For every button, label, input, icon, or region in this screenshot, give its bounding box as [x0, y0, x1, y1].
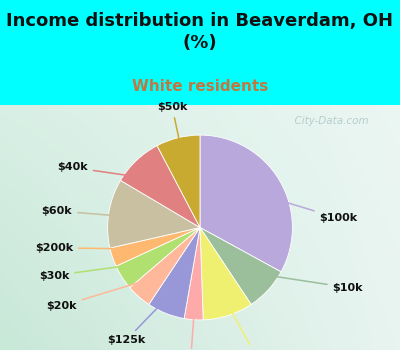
Text: $75k: $75k: [222, 293, 271, 350]
Text: $100k: $100k: [260, 194, 358, 223]
Wedge shape: [200, 228, 251, 320]
Text: City-Data.com: City-Data.com: [288, 116, 368, 126]
Wedge shape: [130, 228, 200, 304]
Wedge shape: [200, 228, 281, 304]
Wedge shape: [108, 180, 200, 248]
Wedge shape: [120, 146, 200, 228]
Wedge shape: [184, 228, 203, 320]
Text: $125k: $125k: [107, 291, 174, 345]
Wedge shape: [200, 135, 292, 272]
Text: $10k: $10k: [252, 273, 363, 293]
Text: $50k: $50k: [157, 103, 188, 160]
Text: $30k: $30k: [39, 264, 141, 281]
Text: $200k: $200k: [35, 243, 134, 253]
Text: $150k: $150k: [172, 297, 210, 350]
Text: $60k: $60k: [42, 206, 132, 217]
Wedge shape: [157, 135, 200, 228]
Wedge shape: [110, 228, 200, 266]
Text: White residents: White residents: [132, 79, 268, 94]
Text: $40k: $40k: [57, 162, 152, 179]
Wedge shape: [149, 228, 200, 318]
Text: Income distribution in Beaverdam, OH
(%): Income distribution in Beaverdam, OH (%): [6, 12, 394, 52]
Text: $20k: $20k: [46, 278, 153, 311]
Wedge shape: [116, 228, 200, 288]
